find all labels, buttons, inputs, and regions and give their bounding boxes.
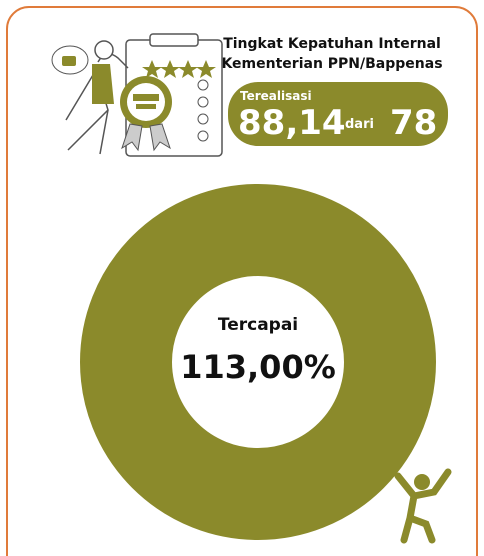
cheering-figure xyxy=(394,468,452,544)
connector: dari xyxy=(345,117,374,132)
achievement-label: Tercapai xyxy=(218,315,298,335)
target-value: 78 xyxy=(390,103,437,143)
title-line: Kementerian PPN/Bappenas xyxy=(221,56,442,72)
achievement-value: 113,00% xyxy=(180,348,336,386)
realization-pill xyxy=(228,82,448,146)
title-line: Tingkat Kepatuhan Internal xyxy=(223,36,441,52)
realization-value: 88,14 xyxy=(238,103,346,143)
illustration xyxy=(51,33,223,157)
realization-label: Terealisasi xyxy=(240,89,312,103)
achievement-ring xyxy=(80,184,436,540)
